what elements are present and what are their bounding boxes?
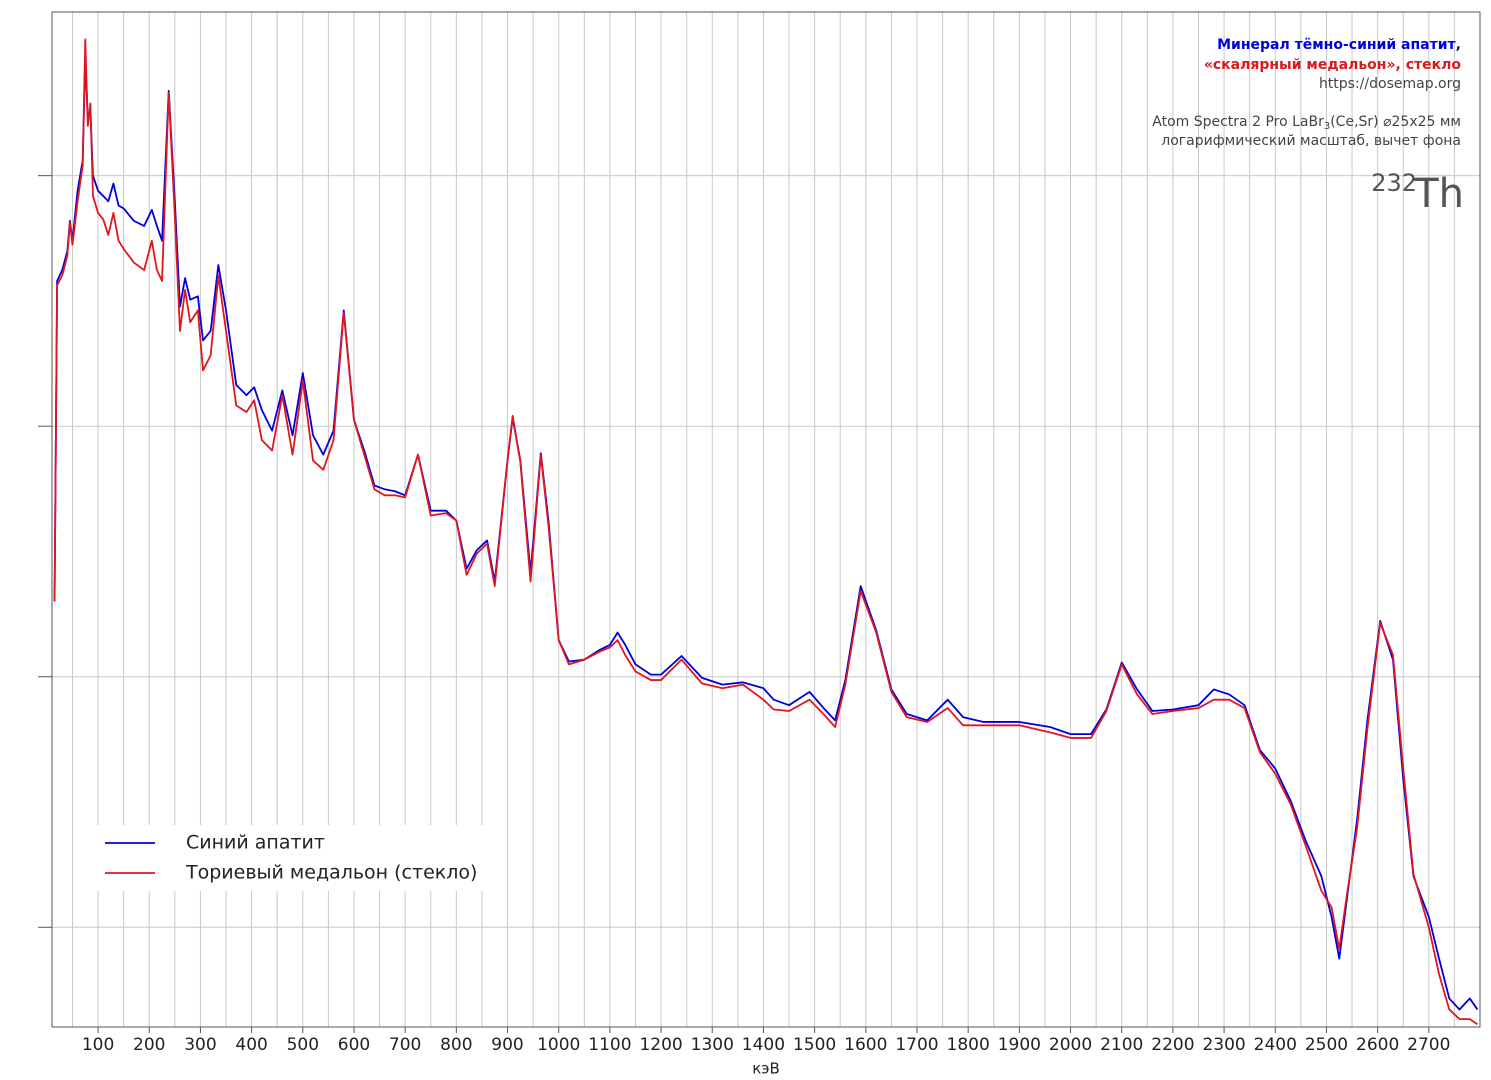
detector-subscript: 3 [1324, 121, 1330, 132]
plot-lines [53, 38, 1479, 1026]
x-tick-label: 500 [287, 1035, 319, 1055]
annotations: Минерал тёмно-синий апатит, «скалярный м… [1152, 37, 1464, 217]
note-comma: , [1456, 37, 1461, 53]
detector-text: (Ce,Sr) ⌀25x25 мм [1330, 114, 1461, 130]
x-tick-label: 2300 [1202, 1035, 1245, 1055]
x-axis-label: кэВ [752, 1060, 780, 1078]
legend-label: Ториевый медальон (стекло) [185, 862, 477, 884]
x-tick-label: 900 [491, 1035, 523, 1055]
note-line2: «скалярный медальон», стекло [1204, 57, 1462, 73]
legend-box [95, 825, 505, 891]
x-tick-label: 1800 [947, 1035, 990, 1055]
x-tick-label: 100 [82, 1035, 114, 1055]
x-tick-label: 1600 [844, 1035, 887, 1055]
x-tick-label: 2500 [1305, 1035, 1348, 1055]
x-tick-label: 1100 [588, 1035, 631, 1055]
plot-frame [51, 11, 1481, 1028]
x-tick-label: 1000 [537, 1035, 580, 1055]
x-tick-label: 1200 [639, 1035, 682, 1055]
series-line [53, 38, 1478, 1026]
legend-label: Синий апатит [186, 832, 325, 854]
x-tick-label: 300 [184, 1035, 216, 1055]
legend: Синий апатит Ториевый медальон (стекло) [95, 825, 505, 891]
x-tick-label: 2700 [1407, 1035, 1450, 1055]
x-tick-label: 600 [338, 1035, 370, 1055]
x-tick-label: 1700 [895, 1035, 938, 1055]
x-tick-label: 2200 [1151, 1035, 1194, 1055]
x-tick-label: 1400 [742, 1035, 785, 1055]
x-tick-label: 1900 [998, 1035, 1041, 1055]
note-scale: логарифмический масштаб, вычет фона [1161, 133, 1461, 149]
x-tick-label: 800 [440, 1035, 472, 1055]
note-line1: Минерал тёмно-синий апатит, [1217, 37, 1461, 53]
series-line [53, 55, 1479, 1011]
isotope: Th [1413, 171, 1464, 217]
x-tick-label: 1500 [793, 1035, 836, 1055]
x-tick-label: 700 [389, 1035, 421, 1055]
note-url: https://dosemap.org [1319, 76, 1461, 92]
x-tick-label: 2100 [1100, 1035, 1143, 1055]
isotope-mass: 232 [1371, 169, 1417, 197]
x-tick-label: 2000 [1049, 1035, 1092, 1055]
x-tick-label: 2600 [1356, 1035, 1399, 1055]
note-detector: Atom Spectra 2 Pro LaBr3(Ce,Sr) ⌀25x25 м… [1152, 114, 1461, 132]
x-tick-label: 200 [133, 1035, 165, 1055]
note-mineral: Минерал тёмно-синий апатит [1217, 37, 1456, 53]
x-tick-label: 400 [235, 1035, 267, 1055]
detector-text: Atom Spectra 2 Pro LaBr [1152, 114, 1324, 130]
x-tick-label: 2400 [1254, 1035, 1297, 1055]
x-tick-label: 1300 [691, 1035, 734, 1055]
